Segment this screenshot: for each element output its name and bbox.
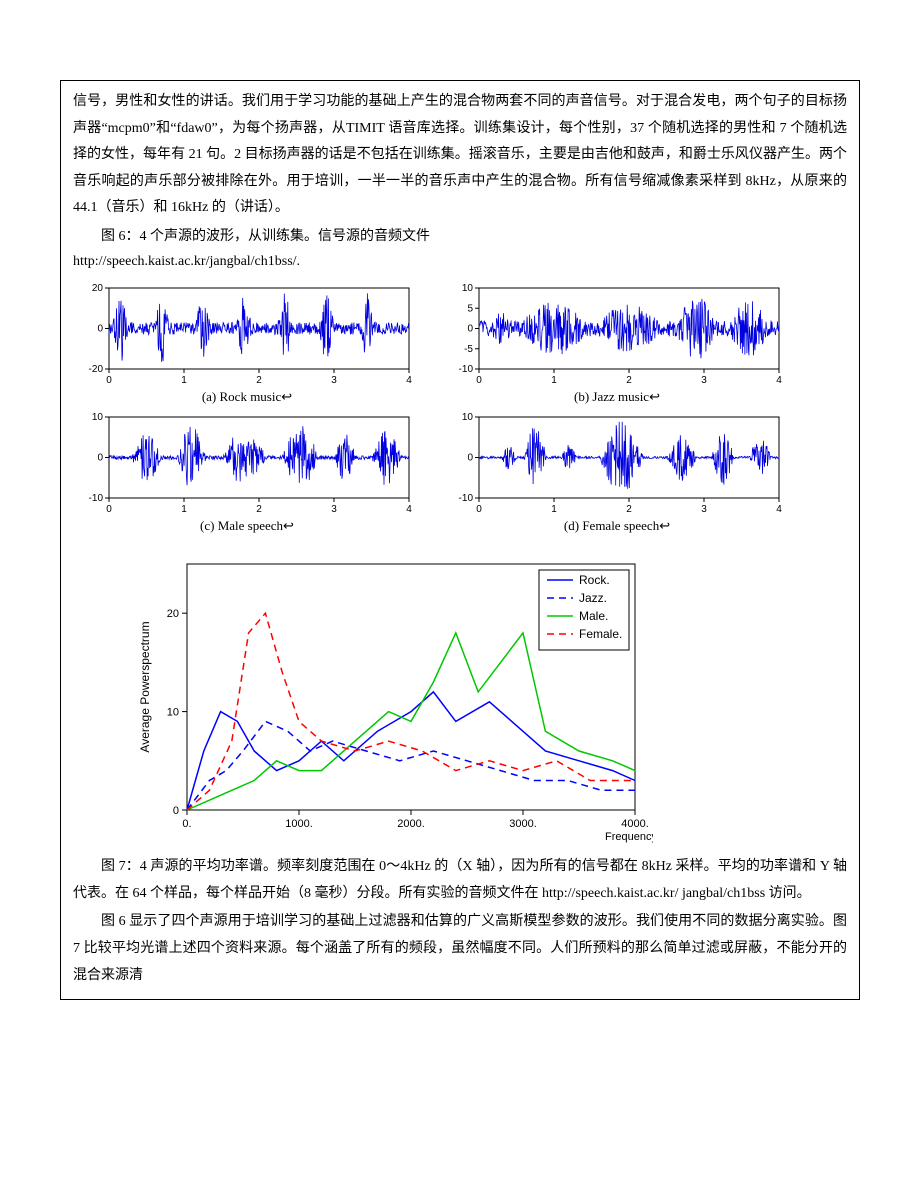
paragraph-1: 信号，男性和女性的讲话。我们用于学习功能的基础上产生的混合物两套不同的声音信号。… <box>73 89 847 222</box>
svg-text:-10: -10 <box>459 364 474 375</box>
svg-text:-10: -10 <box>459 493 474 504</box>
svg-text:0.: 0. <box>182 818 191 830</box>
svg-text:-10: -10 <box>89 493 104 504</box>
wave-caption: (d) Female speech↩ <box>447 518 787 534</box>
svg-text:1: 1 <box>181 504 187 515</box>
svg-text:4: 4 <box>406 375 412 386</box>
svg-text:0: 0 <box>106 504 112 515</box>
svg-text:0: 0 <box>476 504 482 515</box>
svg-text:1: 1 <box>551 504 557 515</box>
fig6-url: http://speech.kaist.ac.kr/jangbal/ch1bss… <box>73 251 847 272</box>
svg-text:3: 3 <box>701 375 707 386</box>
svg-text:10: 10 <box>92 412 104 423</box>
svg-text:4: 4 <box>406 504 412 515</box>
svg-text:0: 0 <box>97 453 103 464</box>
svg-text:10: 10 <box>462 283 474 294</box>
svg-text:4: 4 <box>776 375 782 386</box>
wave-caption: (b) Jazz music↩ <box>447 389 787 405</box>
svg-text:10: 10 <box>462 412 474 423</box>
svg-text:Rock.: Rock. <box>579 573 610 587</box>
svg-text:1: 1 <box>551 375 557 386</box>
svg-text:0: 0 <box>476 375 482 386</box>
svg-text:0: 0 <box>173 805 179 817</box>
svg-text:1: 1 <box>181 375 187 386</box>
svg-text:3: 3 <box>701 504 707 515</box>
wave-caption: (c) Male speech↩ <box>77 518 417 534</box>
svg-text:5: 5 <box>467 303 473 314</box>
svg-text:2000.: 2000. <box>397 818 425 830</box>
figure7-spectrum: 0 10 20 0. 1000. 2000. 3000. 4000. Rock. Jazz. Ma… <box>133 554 653 844</box>
figure6-panel-d: -1001001234 (d) Female speech↩ <box>447 411 787 534</box>
svg-text:2: 2 <box>256 504 262 515</box>
svg-text:Average Powerspectrum: Average Powerspectrum <box>138 622 152 753</box>
svg-text:1000.: 1000. <box>285 818 313 830</box>
wave-caption: (a) Rock music↩ <box>77 389 417 405</box>
figure6-grid: -2002001234 (a) Rock music↩ -10-50510012… <box>73 278 847 538</box>
svg-text:10: 10 <box>167 707 179 719</box>
fig6-caption-line1: 图 6：4 个声源的波形，从训练集。信号源的音频文件 <box>73 224 847 249</box>
svg-text:Female.: Female. <box>579 627 622 641</box>
svg-text:0: 0 <box>467 453 473 464</box>
svg-text:3000.: 3000. <box>509 818 537 830</box>
svg-text:20: 20 <box>92 283 104 294</box>
svg-text:0: 0 <box>106 375 112 386</box>
svg-text:-5: -5 <box>464 344 473 355</box>
svg-text:0: 0 <box>467 324 473 335</box>
svg-text:2: 2 <box>626 375 632 386</box>
svg-text:0: 0 <box>97 324 103 335</box>
svg-text:4000.: 4000. <box>621 818 649 830</box>
svg-text:3: 3 <box>331 504 337 515</box>
figure6-panel-c: -1001001234 (c) Male speech↩ <box>77 411 417 534</box>
svg-text:Jazz.: Jazz. <box>579 591 607 605</box>
svg-text:Frequency (Hz): Frequency (Hz) <box>605 831 653 843</box>
svg-text:-20: -20 <box>89 364 104 375</box>
figure6-panel-a: -2002001234 (a) Rock music↩ <box>77 282 417 405</box>
fig7-caption: 图 7：4 声源的平均功率谱。频率刻度范围在 0～4kHz 的（X 轴），因为所… <box>73 854 847 907</box>
svg-text:2: 2 <box>256 375 262 386</box>
figure6-panel-b: -10 -5 0 5 10 0 1 2 3 4 (b) Jazz music↩ <box>447 282 787 405</box>
svg-text:4: 4 <box>776 504 782 515</box>
content-frame: 信号，男性和女性的讲话。我们用于学习功能的基础上产生的混合物两套不同的声音信号。… <box>60 80 860 1000</box>
svg-text:Male.: Male. <box>579 609 608 623</box>
svg-text:3: 3 <box>331 375 337 386</box>
paragraph-fig6-desc: 图 6 显示了四个声源用于培训学习的基础上过滤器和估算的广义高斯模型参数的波形。… <box>73 909 847 989</box>
svg-text:20: 20 <box>167 608 179 620</box>
svg-text:2: 2 <box>626 504 632 515</box>
